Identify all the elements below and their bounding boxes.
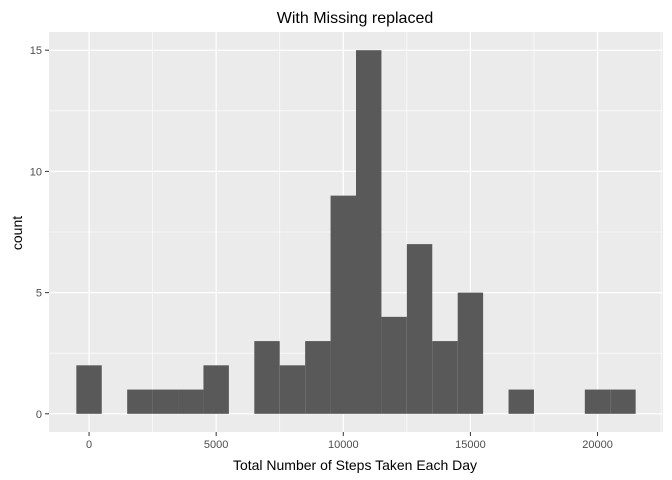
histogram-bar bbox=[610, 389, 636, 414]
x-tick-label: 10000 bbox=[328, 439, 359, 451]
x-tick-label: 0 bbox=[86, 439, 92, 451]
histogram-bar bbox=[279, 365, 306, 414]
x-tick-label: 5000 bbox=[204, 439, 228, 451]
histogram-bars bbox=[76, 50, 636, 414]
histogram-bar bbox=[254, 341, 280, 414]
x-axis: 0 5000 10000 15000 20000 bbox=[86, 432, 613, 451]
chart-title: With Missing replaced bbox=[277, 10, 434, 27]
x-tick-label: 15000 bbox=[455, 439, 486, 451]
x-axis-title: Total Number of Steps Taken Each Day bbox=[233, 457, 477, 473]
histogram-bar bbox=[584, 389, 611, 414]
histogram-bar bbox=[127, 389, 153, 414]
histogram-bar bbox=[457, 292, 484, 414]
y-tick-label: 0 bbox=[36, 409, 42, 421]
y-tick-label: 10 bbox=[30, 166, 42, 178]
histogram-bar bbox=[381, 316, 407, 414]
y-tick-label: 5 bbox=[36, 288, 42, 300]
histogram-bar bbox=[203, 365, 229, 414]
histogram-bar bbox=[508, 389, 534, 414]
y-tick-label: 15 bbox=[30, 45, 42, 57]
histogram-bar bbox=[432, 341, 458, 414]
histogram-bar bbox=[152, 389, 179, 414]
histogram-bar bbox=[330, 195, 356, 414]
histogram-bar bbox=[76, 365, 102, 414]
x-tick-label: 20000 bbox=[582, 439, 613, 451]
histogram-bar bbox=[406, 244, 433, 414]
histogram-bar bbox=[178, 389, 204, 414]
y-axis: 0 5 10 15 bbox=[30, 45, 49, 421]
histogram-bar bbox=[305, 341, 331, 414]
y-axis-title: count bbox=[9, 216, 25, 250]
histogram-bar bbox=[356, 50, 382, 414]
